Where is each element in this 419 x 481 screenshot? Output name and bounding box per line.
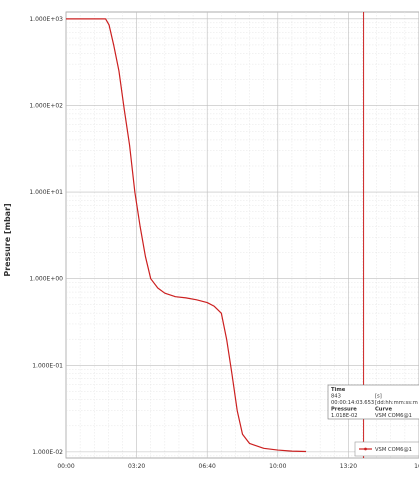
- legend-marker: [364, 447, 367, 451]
- legend-box: [354, 441, 419, 457]
- tooltip-box: [327, 384, 419, 420]
- cursor-tooltip: Time 843 [s] 00:00:14:03.653 [dd:hh:mm:s…: [327, 384, 419, 420]
- plot-area: [65, 11, 419, 459]
- x-tick-label: 00:00: [57, 463, 74, 470]
- x-tick-label: 06:40: [199, 463, 216, 470]
- series-line-vsm-com6: [66, 18, 307, 453]
- tooltip-time-value: 843: [331, 394, 341, 400]
- tooltip-time-unit: [s]: [375, 394, 382, 400]
- tooltip-curve-label: Curve: [375, 407, 392, 413]
- x-tick-label: 13:20: [340, 463, 357, 470]
- tooltip-curve-value: VSM COM6@1: [375, 413, 412, 419]
- x-tick-label: 16:: [414, 463, 419, 470]
- tooltip-time-label: Time: [331, 387, 346, 393]
- y-tick-label: 1.000E+00: [29, 276, 63, 283]
- legend: VSM COM6@1: [354, 441, 419, 457]
- x-tick-label: 10:00: [269, 463, 286, 470]
- y-tick-label: 1.000E-01: [32, 362, 63, 369]
- tooltip-time-format: [dd:hh:mm:ss:m: [375, 400, 418, 406]
- x-tick-label: 03:20: [128, 463, 145, 470]
- legend-label: VSM COM6@1: [375, 447, 412, 453]
- y-tick-label: 1.000E+01: [29, 189, 63, 196]
- y-axis-label: Pressure [mbar]: [3, 203, 12, 276]
- tooltip-pressure-value: 1.018E-02: [331, 413, 358, 419]
- y-tick-label: 1.000E+03: [29, 16, 63, 23]
- y-tick-label: 1.000E-02: [32, 449, 63, 456]
- tooltip-time-formatted: 00:00:14:03.653: [331, 400, 374, 406]
- tooltip-pressure-label: Pressure: [331, 407, 357, 413]
- x-axis-ticks: 00:00 03:20 06:40 10:00 13:20 16:: [57, 463, 419, 470]
- y-axis-ticks: 1.000E+03 1.000E+02 1.000E+01 1.000E+00 1.00…: [29, 16, 63, 456]
- y-tick-label: 1.000E+02: [29, 102, 63, 109]
